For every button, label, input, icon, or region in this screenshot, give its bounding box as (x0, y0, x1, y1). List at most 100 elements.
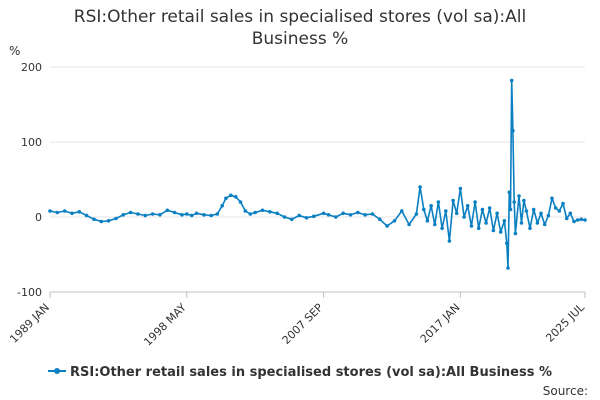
data-point (400, 209, 404, 213)
data-point (473, 200, 477, 204)
data-point (392, 219, 397, 223)
data-point (334, 215, 338, 219)
data-point (260, 208, 265, 213)
data-point (484, 221, 488, 225)
data-point (150, 212, 155, 216)
data-point (440, 226, 444, 231)
data-point (121, 213, 126, 217)
data-point (70, 211, 74, 216)
data-point (180, 213, 184, 217)
data-point (511, 129, 515, 133)
data-point (84, 213, 89, 218)
data-point (498, 230, 503, 234)
data-point (502, 219, 507, 223)
data-point (341, 211, 346, 216)
data-point (564, 216, 569, 221)
data-point (128, 210, 133, 215)
data-point (304, 216, 309, 220)
x-tick-label: 1998 MAY (141, 301, 189, 349)
data-point (531, 207, 536, 212)
data-point (114, 216, 118, 221)
data-point (243, 209, 248, 213)
x-tick-label: 2007 SEP (280, 301, 326, 347)
data-point (425, 219, 430, 223)
data-point (248, 212, 253, 216)
data-point (539, 211, 543, 216)
data-point (92, 217, 96, 222)
data-point (542, 222, 547, 227)
data-point (429, 204, 433, 208)
data-point (189, 213, 194, 218)
data-point (378, 217, 382, 222)
data-point (194, 211, 199, 216)
data-point (268, 210, 272, 214)
data-point (238, 200, 243, 204)
data-point (572, 219, 576, 224)
data-point (224, 196, 228, 201)
data-point (535, 221, 540, 225)
data-point (519, 221, 524, 225)
data-point (495, 211, 499, 216)
x-tick-label: 2017 JAN (418, 301, 463, 346)
legend-series-marker (47, 367, 66, 374)
data-point (106, 219, 111, 223)
y-tick-label: 0 (35, 211, 42, 224)
data-point (561, 201, 565, 206)
data-point (414, 212, 419, 216)
data-point (465, 204, 470, 208)
data-point (215, 212, 220, 216)
data-point (491, 228, 496, 233)
legend-series-label: RSI:Other retail sales in specialised st… (69, 365, 553, 380)
y-tick-label: -100 (17, 286, 42, 299)
data-point (297, 213, 302, 218)
data-point (356, 210, 360, 215)
data-point (99, 219, 104, 224)
chart-title: RSI:Other retail sales in specialised st… (73, 7, 527, 49)
data-point (575, 218, 580, 222)
data-point (579, 217, 584, 222)
data-point (370, 212, 375, 216)
data-point (348, 213, 353, 217)
series-line (49, 79, 586, 269)
data-point (172, 210, 177, 215)
data-point (522, 198, 526, 203)
data-point (568, 211, 573, 216)
data-point (290, 217, 294, 222)
data-point (136, 212, 140, 216)
data-point (557, 209, 562, 213)
data-point (505, 241, 509, 246)
data-point (447, 239, 452, 243)
data-point (165, 208, 170, 213)
data-point (229, 193, 233, 198)
x-tick-label: 2025 JUL (543, 300, 587, 344)
y-tick-label: 200 (21, 61, 42, 74)
data-point (469, 224, 474, 228)
legend[interactable]: RSI:Other retail sales in specialised st… (0, 365, 600, 380)
data-point (508, 207, 513, 212)
data-point (458, 186, 463, 191)
data-point (422, 207, 426, 212)
data-point (462, 215, 466, 219)
data-point (253, 210, 257, 215)
data-point (220, 204, 224, 208)
data-point (158, 213, 162, 217)
data-point (55, 210, 60, 215)
data-point (77, 210, 82, 214)
data-point (553, 206, 558, 210)
data-point (385, 224, 389, 228)
data-point (233, 195, 238, 199)
data-point (513, 231, 518, 236)
data-point (209, 213, 213, 218)
data-point (326, 213, 331, 217)
data-point (487, 206, 492, 210)
data-point (143, 213, 148, 218)
data-point (436, 200, 441, 204)
x-tick-label: 1989 JAN (7, 301, 52, 346)
source-label: Source: (542, 384, 588, 398)
data-point (451, 198, 455, 203)
data-point (528, 226, 532, 231)
data-point (202, 213, 206, 217)
y-axis-unit-label: % (9, 44, 21, 58)
data-point (509, 78, 514, 83)
data-point (512, 200, 516, 204)
